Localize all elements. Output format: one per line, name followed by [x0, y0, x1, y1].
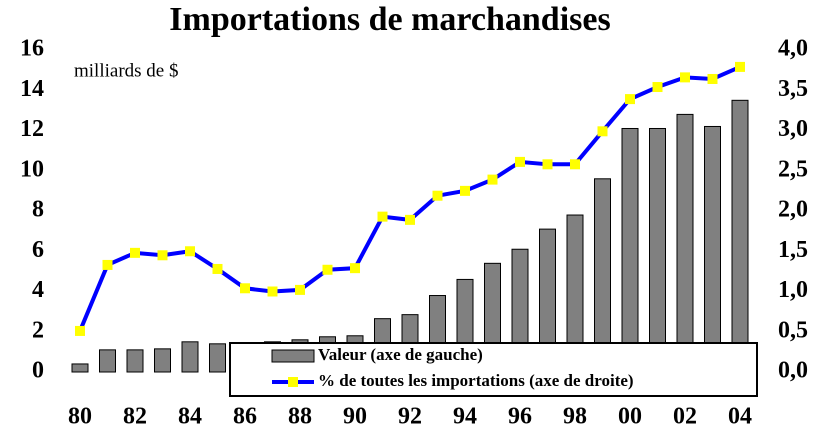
x-tick-label: 98 — [563, 404, 587, 430]
y2-tick-label: 3,0 — [778, 116, 808, 142]
legend-label: Valeur (axe de gauche) — [318, 345, 483, 364]
y-tick-label: 6 — [32, 237, 44, 263]
y2-tick-label: 4,0 — [778, 36, 808, 62]
bar — [209, 343, 226, 373]
x-tick-label: 84 — [178, 404, 202, 430]
marker — [542, 159, 553, 170]
marker — [240, 283, 250, 294]
x-tick-label: 86 — [233, 404, 257, 430]
x-tick-label: 92 — [398, 404, 422, 430]
y-tick-label: 10 — [20, 156, 44, 182]
bar — [154, 348, 171, 373]
marker — [652, 82, 663, 93]
legend-label: % de toutes les importations (axe de dro… — [318, 371, 634, 390]
bar — [71, 363, 89, 373]
bar — [99, 349, 116, 373]
marker — [707, 73, 718, 84]
y-tick-label: 2 — [32, 317, 44, 343]
marker — [130, 247, 140, 258]
marker — [157, 250, 168, 261]
marker — [680, 72, 690, 83]
line — [78, 65, 741, 332]
bar — [704, 125, 721, 373]
marker — [570, 159, 580, 170]
legend-box — [229, 342, 758, 397]
bar — [649, 127, 666, 373]
x-tick-label: 02 — [673, 404, 697, 430]
x-tick-label: 94 — [453, 404, 477, 430]
y2-tick-label: 2,5 — [778, 156, 808, 182]
marker — [487, 174, 498, 185]
marker — [185, 246, 195, 257]
bar — [126, 349, 144, 373]
x-tick-label: 80 — [68, 404, 92, 430]
marker — [597, 126, 608, 137]
x-tick-label: 00 — [618, 404, 642, 430]
y-tick-label: 0 — [32, 358, 44, 384]
y2-tick-label: 1,5 — [778, 237, 808, 263]
marker — [267, 286, 278, 297]
marker — [432, 190, 443, 201]
x-tick-label: 90 — [343, 404, 367, 430]
marker — [102, 259, 113, 270]
marker — [350, 263, 360, 274]
bar — [181, 341, 199, 373]
marker — [515, 156, 525, 167]
bar — [731, 99, 749, 373]
y2-tick-label: 0,0 — [778, 358, 808, 384]
x-tick-label: 82 — [123, 404, 147, 430]
legend-swatch — [271, 349, 315, 363]
legend-marker — [288, 377, 298, 387]
chart-title: Importations de marchandises — [169, 1, 610, 38]
y-tick-label: 8 — [32, 197, 44, 223]
bar — [621, 127, 639, 373]
marker — [377, 211, 388, 222]
marker — [212, 263, 223, 274]
y-tick-label: 4 — [32, 277, 44, 303]
y-tick-label: 14 — [20, 76, 44, 102]
y-tick-label: 16 — [20, 36, 44, 62]
y-axis-label: milliards de $ — [74, 60, 178, 81]
x-tick-label: 88 — [288, 404, 312, 430]
marker — [405, 214, 415, 225]
y-tick-label: 12 — [20, 116, 44, 142]
y2-tick-label: 3,5 — [778, 76, 808, 102]
marker — [322, 264, 333, 275]
bar — [676, 113, 694, 373]
x-tick-label: 96 — [508, 404, 532, 430]
y2-tick-label: 1,0 — [778, 277, 808, 303]
y2-tick-label: 0,5 — [778, 317, 808, 343]
marker — [625, 94, 635, 105]
y2-tick-label: 2,0 — [778, 197, 808, 223]
marker — [460, 185, 470, 196]
x-tick-label: 04 — [728, 404, 752, 430]
marker — [75, 325, 85, 336]
marker — [295, 284, 305, 295]
marker — [735, 61, 745, 72]
